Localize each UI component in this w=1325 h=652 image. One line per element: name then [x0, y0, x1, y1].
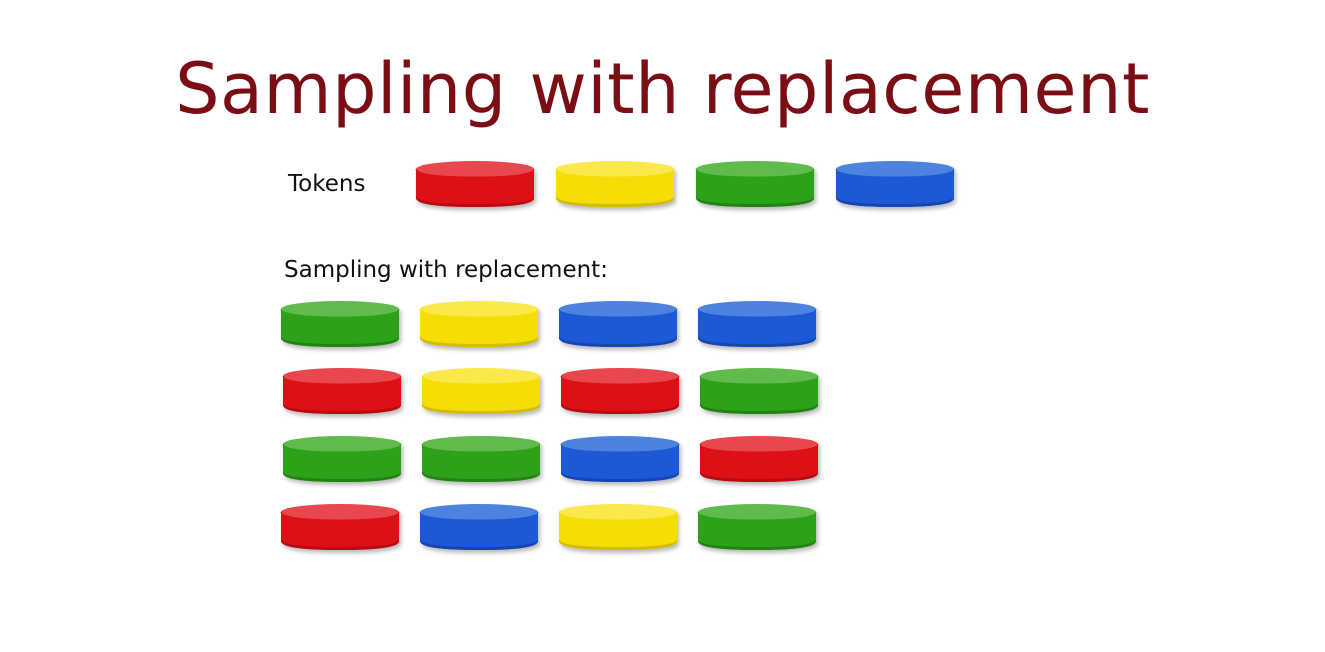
sample-disc-red — [280, 503, 400, 551]
sample-disc-green — [282, 435, 402, 483]
sample-row-4 — [280, 503, 825, 555]
sample-disc-green — [421, 435, 541, 483]
sample-disc-blue — [419, 503, 539, 551]
sample-disc-blue — [560, 435, 680, 483]
tokens-label: Tokens — [288, 171, 366, 197]
sample-disc-yellow — [421, 367, 541, 415]
token-disc-red — [415, 160, 535, 208]
sample-row-1 — [280, 300, 825, 352]
sampling-label: Sampling with replacement: — [284, 257, 608, 283]
sample-disc-yellow — [558, 503, 678, 551]
sample-disc-green — [697, 503, 817, 551]
sample-row-3 — [282, 435, 827, 487]
token-disc-blue — [835, 160, 955, 208]
sample-disc-blue — [558, 300, 678, 348]
slide-title: Sampling with replacement — [175, 48, 1150, 130]
sample-disc-red — [282, 367, 402, 415]
sample-disc-yellow — [419, 300, 539, 348]
sample-disc-red — [560, 367, 680, 415]
sample-row-2 — [282, 367, 827, 419]
sample-disc-green — [699, 367, 819, 415]
tokens-row — [415, 160, 960, 212]
token-disc-green — [695, 160, 815, 208]
sample-disc-red — [699, 435, 819, 483]
sample-disc-blue — [697, 300, 817, 348]
sample-disc-green — [280, 300, 400, 348]
token-disc-yellow — [555, 160, 675, 208]
